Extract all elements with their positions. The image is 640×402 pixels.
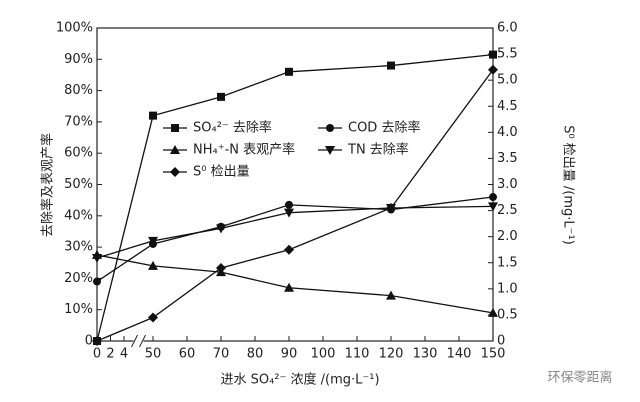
y2-tick-label: 3.0 <box>497 177 518 192</box>
x-tick-label: 150 <box>481 347 506 362</box>
y2-tick-label: 5.5 <box>497 47 518 62</box>
series-line <box>96 69 494 342</box>
legend-marker <box>171 124 179 132</box>
x-tick-label: 60 <box>179 347 196 362</box>
x-tick-label: 140 <box>447 347 472 362</box>
marker <box>387 61 395 70</box>
marker <box>148 312 158 323</box>
series-line <box>96 53 494 342</box>
marker <box>488 64 498 75</box>
marker <box>92 336 102 346</box>
legend-marker <box>326 124 334 132</box>
y-tick-label: 90% <box>64 52 93 67</box>
y-tick-label: 100% <box>56 21 93 36</box>
y2-tick-label: 2.0 <box>497 229 518 244</box>
y-tick-label: 50% <box>64 177 93 192</box>
y-tick-label: 20% <box>64 271 93 286</box>
x-tick-label: 50 <box>145 347 162 362</box>
marker <box>217 92 225 101</box>
legend-label: S⁰ 检出量 <box>193 165 250 180</box>
marker <box>386 202 396 213</box>
marker <box>386 290 396 300</box>
y-tick-label: 40% <box>64 208 93 223</box>
y2-tick-label: 2.5 <box>497 203 518 218</box>
x-tick-label: 100 <box>311 347 336 362</box>
y2-tick-label: 3.5 <box>497 151 518 166</box>
y2-tick-label: 6.0 <box>497 21 518 36</box>
marker <box>149 111 157 120</box>
y-tick-label: 30% <box>64 240 93 255</box>
marker <box>216 262 226 273</box>
legend-label: TN 去除率 <box>347 142 409 158</box>
legend-label: COD 去除率 <box>348 120 420 136</box>
marker <box>489 193 497 202</box>
x-tick-label: 90 <box>281 347 298 362</box>
y2-tick-label: 4.5 <box>497 99 518 114</box>
marker <box>488 307 498 317</box>
x-tick-label: 110 <box>345 347 370 362</box>
legend-marker <box>325 146 335 155</box>
marker <box>93 277 101 286</box>
y2-tick-label: 0.5 <box>497 307 518 322</box>
y-tick-label: 70% <box>64 114 93 129</box>
marker <box>148 236 158 246</box>
x-tick-label: 80 <box>247 347 264 362</box>
marker <box>489 50 497 59</box>
x-tick-label: 4 <box>120 347 128 362</box>
x-tick-label: 70 <box>213 347 230 362</box>
legend-marker <box>170 167 180 177</box>
y-tick-label: 10% <box>64 302 93 317</box>
y-tick-label: 60% <box>64 146 93 161</box>
plot-frame <box>96 27 494 342</box>
marker <box>285 67 293 76</box>
y2-axis-label: S⁰ 检出量 /(mg·L⁻¹) <box>561 125 576 245</box>
y-tick-label: 80% <box>64 83 93 98</box>
marker <box>216 224 226 234</box>
legend-label: NH₄⁺-N 表观产率 <box>193 142 295 158</box>
axis-break <box>131 334 138 348</box>
y2-tick-label: 1.0 <box>497 281 518 296</box>
x-tick-label: 2 <box>106 347 114 362</box>
marker <box>284 244 294 255</box>
y2-tick-label: 1.5 <box>497 255 518 270</box>
marker <box>285 200 293 209</box>
watermark: 环保零距离 <box>547 370 612 386</box>
legend-label: SO₄²⁻ 去除率 <box>193 120 272 136</box>
axis-break <box>139 334 146 348</box>
x-tick-label: 120 <box>379 347 404 362</box>
axis-break-gap <box>133 335 144 347</box>
y2-tick-label: 0 <box>497 334 505 349</box>
marker <box>284 282 294 292</box>
marker <box>284 208 294 218</box>
x-tick-label: 0 <box>93 347 101 362</box>
y-axis-label: 去除率及表观产率 <box>40 133 56 237</box>
marker <box>92 254 102 264</box>
y2-tick-label: 4.0 <box>497 125 518 140</box>
y2-tick-label: 5.0 <box>497 73 518 88</box>
series-line <box>96 205 494 259</box>
legend-marker <box>170 145 180 154</box>
x-axis-label: 进水 SO₄²⁻ 浓度 /(mg·L⁻¹) <box>220 372 379 388</box>
marker <box>148 260 158 270</box>
series-line <box>96 254 494 314</box>
y-tick-label: 0 <box>85 334 93 349</box>
x-tick-label: 130 <box>413 347 438 362</box>
marker <box>488 202 498 212</box>
